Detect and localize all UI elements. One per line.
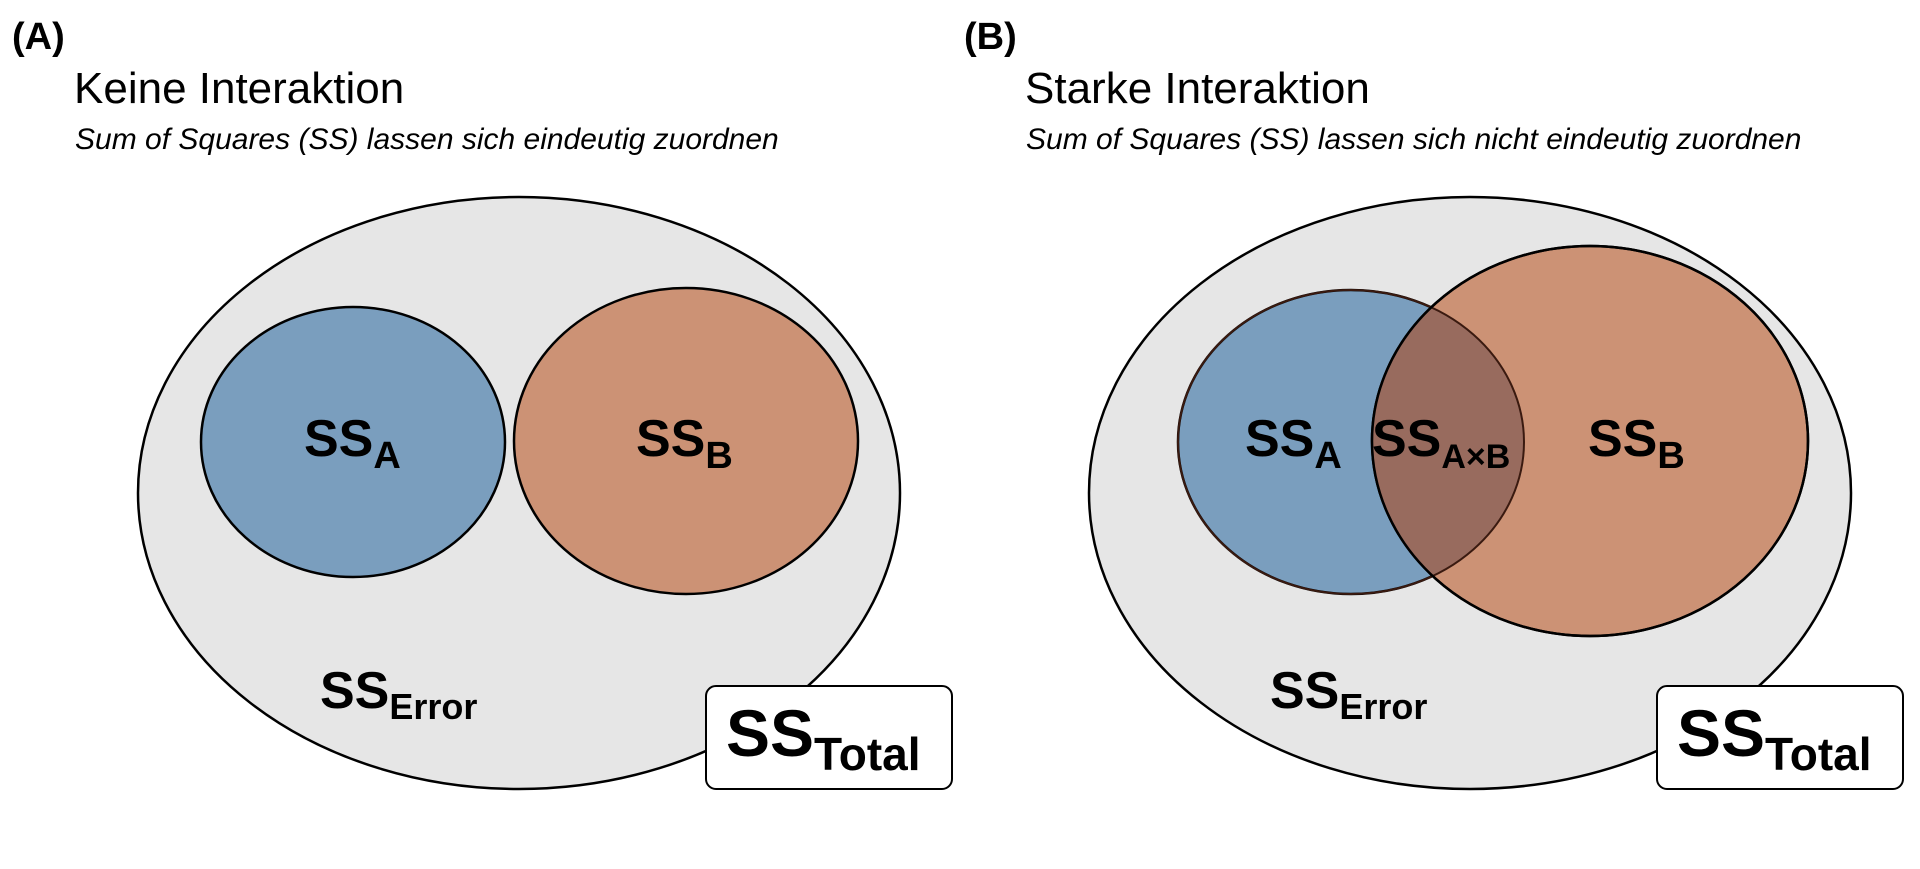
- ss-b-circle-a: [512, 286, 860, 596]
- panel-a-subtitle: Sum of Squares (SS) lassen sich eindeuti…: [75, 123, 779, 156]
- ss-error-label-a: SSError: [320, 662, 477, 727]
- ss-axb-label-b: SSA×B: [1372, 410, 1510, 476]
- overlap-region-b: [1372, 290, 1524, 594]
- total-box-a: [705, 685, 953, 790]
- panel-a: (A) Keine Interaktion Sum of Squares (SS…: [12, 16, 953, 791]
- ss-total-label-b: SSTotal: [1677, 696, 1872, 780]
- overlap-outline-b-b: [1370, 244, 1810, 638]
- ss-b-label-a: SSB: [636, 410, 733, 477]
- ss-b-label-b: SSB: [1588, 410, 1685, 477]
- panel-a-tag: (A): [12, 16, 65, 58]
- ss-a-label-b: SSA: [1245, 410, 1342, 477]
- ss-a-label-a: SSA: [304, 410, 401, 477]
- panel-b: (B) Starke Interaktion Sum of Squares (S…: [964, 16, 1904, 791]
- ss-a-circle-a: [199, 305, 507, 579]
- panel-b-subtitle: Sum of Squares (SS) lassen sich nicht ei…: [1026, 123, 1801, 156]
- ss-error-label-b: SSError: [1270, 662, 1427, 727]
- ss-total-label-a: SSTotal: [726, 696, 921, 780]
- panel-b-title: Starke Interaktion: [1025, 64, 1370, 113]
- total-box-b: [1656, 685, 1904, 790]
- overlap-outline-a-b: [1177, 289, 1525, 595]
- panel-a-title: Keine Interaktion: [74, 64, 404, 113]
- panel-b-tag: (B): [964, 16, 1017, 58]
